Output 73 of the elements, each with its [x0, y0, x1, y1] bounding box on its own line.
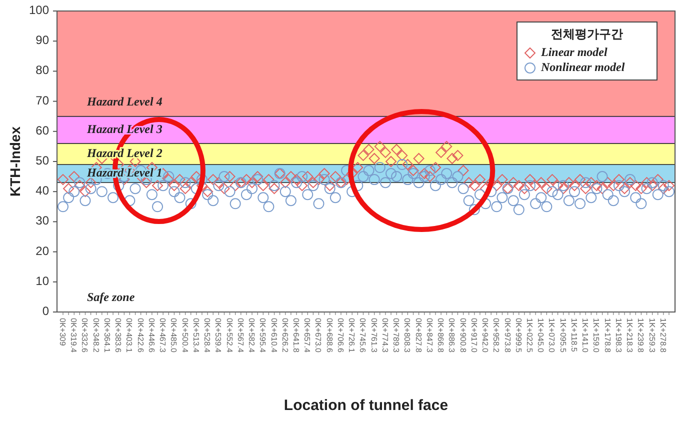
x-tick-label: 0K+403.1 [124, 318, 134, 354]
x-tick-label: 0K+610.4 [269, 318, 278, 354]
y-tick-label: 50 [36, 154, 50, 168]
x-tick-label: 1K+073.0 [547, 318, 556, 354]
x-tick-label: 0K+673.0 [314, 318, 323, 354]
legend-label: Linear model [540, 44, 608, 59]
x-tick-label: 1K+022.5 [525, 318, 534, 354]
x-tick-label: 0K+827.8 [414, 318, 423, 354]
legend-label: Nonlinear model [540, 60, 626, 74]
x-tick-label: 0K+774.3 [380, 318, 390, 354]
x-tick-label: 0K+364.1 [102, 318, 112, 354]
x-tick-label: 1K+178.8 [602, 318, 612, 354]
x-tick-label: 1K+218.3 [625, 318, 634, 354]
x-tick-label: 0K+808.3 [402, 318, 412, 354]
x-tick-label: 0K+309 [58, 318, 67, 346]
y-tick-label: 30 [36, 214, 50, 228]
x-tick-label: 0K+383.6 [114, 318, 123, 354]
x-tick-label: 0K+886.3 [447, 318, 456, 354]
band-label: Safe zone [87, 290, 136, 304]
x-tick-label: 0K+348.2 [91, 318, 100, 354]
x-tick-label: 0K+726.1 [347, 318, 356, 354]
x-tick-label: 0K+866.8 [436, 318, 446, 354]
x-tick-label: 0K+973.8 [502, 318, 512, 354]
y-tick-label: 10 [36, 274, 50, 288]
x-tick-label: 1K+198.3 [614, 318, 623, 354]
x-tick-label: 1K+045.0 [536, 318, 546, 354]
x-tick-label: 0K+528.4 [202, 318, 212, 354]
x-tick-label: 0K+567.4 [236, 318, 245, 354]
x-tick-label: 1K+141.0 [580, 318, 590, 354]
x-tick-label: 1K+118.5 [569, 318, 578, 352]
x-tick-label: 0K+422.6 [136, 318, 145, 354]
x-tick-label: 0K+641.8 [292, 318, 301, 354]
y-tick-label: 100 [28, 3, 50, 18]
x-tick-label: 0K+626.2 [280, 318, 290, 354]
y-tick-label: 70 [36, 93, 50, 108]
x-tick-label: 0K+900.8 [458, 318, 468, 354]
x-tick-label: 0K+706.6 [336, 318, 345, 354]
x-tick-label: 0K+789.3 [392, 318, 401, 354]
legend-title: 전체평가구간 [551, 27, 623, 41]
x-tick-label: 0K+513.4 [191, 318, 200, 354]
x-tick-label: 0K+319.4 [69, 318, 78, 354]
x-tick-label: 0K+552.4 [224, 318, 234, 354]
y-tick-label: 20 [36, 244, 50, 258]
x-tick-label: 0K+467.3 [158, 318, 168, 354]
x-tick-label: 0K+847.3 [424, 318, 434, 354]
x-tick-label: 1K+239.8 [636, 318, 646, 354]
x-tick-label: 0K+657.4 [302, 318, 312, 354]
y-tick-label: 40 [36, 184, 50, 198]
x-tick-label: 0K+761.3 [369, 318, 378, 354]
x-axis-title: Location of tunnel face [284, 397, 448, 414]
y-tick-label: 80 [36, 63, 50, 78]
y-axis-title: KTH-Index [7, 126, 23, 196]
x-tick-label: 0K+942.0 [480, 318, 490, 354]
x-tick-label: 0K+446.6 [146, 318, 156, 354]
x-tick-label: 0K+999.5 [514, 318, 523, 354]
x-tick-label: 0K+485.0 [169, 318, 178, 354]
x-tick-label: 1K+259.3 [647, 318, 656, 354]
y-tick-label: 60 [36, 124, 50, 138]
y-tick-label: 0 [42, 304, 50, 318]
x-tick-label: 0K+582.4 [247, 318, 256, 354]
x-tick-label: 0K+745.6 [358, 318, 368, 354]
x-tick-label: 0K+917.0 [469, 318, 478, 354]
x-tick-label: 0K+958.2 [492, 318, 501, 354]
band-label: Hazard Level 4 [86, 94, 162, 108]
x-tick-label: 1K+159.0 [592, 318, 601, 354]
y-tick-label: 90 [36, 33, 50, 48]
x-tick-label: 0K+539.4 [214, 318, 223, 354]
x-tick-label: 0K+332.6 [80, 318, 90, 354]
x-tick-label: 1K+278.8 [658, 318, 668, 354]
x-tick-label: 0K+500.4 [180, 318, 190, 354]
x-tick-label: 0K+688.6 [324, 318, 334, 354]
x-tick-label: 1K+095.5 [558, 318, 568, 354]
x-tick-label: 0K+595.4 [258, 318, 268, 354]
